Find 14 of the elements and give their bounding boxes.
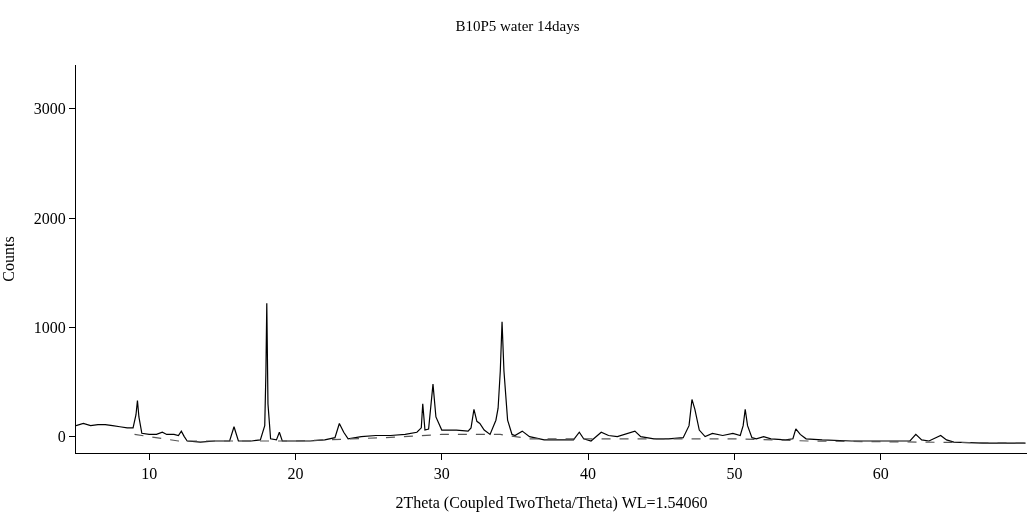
- x-tick-label: 40: [580, 465, 597, 483]
- y-tick-label: 2000: [33, 209, 66, 227]
- y-tick-label: 3000: [33, 100, 66, 118]
- x-tick-label: 10: [141, 465, 158, 483]
- y-tick-label: 0: [57, 428, 66, 446]
- chart-title: B10P5 water 14days: [455, 18, 580, 35]
- x-tick-label: 20: [287, 465, 304, 483]
- x-tick-label: 30: [433, 465, 450, 483]
- x-tick-label: 50: [726, 465, 743, 483]
- x-tick-label: 60: [872, 465, 889, 483]
- y-tick-label: 1000: [33, 318, 66, 336]
- y-axis-title: Counts: [0, 236, 17, 282]
- line-series: [133, 433, 1027, 444]
- x-axis-title: 2Theta (Coupled TwoTheta/Theta) WL=1.54060: [395, 493, 708, 512]
